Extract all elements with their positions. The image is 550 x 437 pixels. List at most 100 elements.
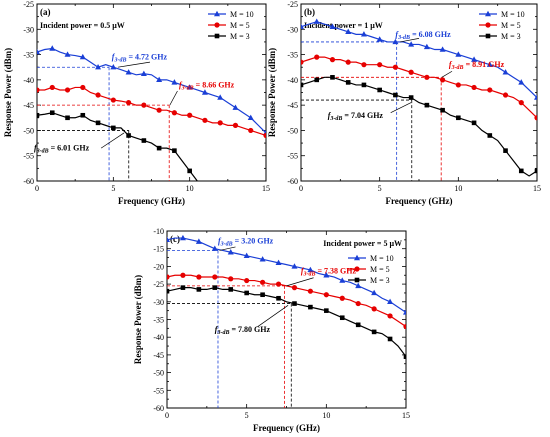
data-point <box>534 168 537 174</box>
data-point <box>486 61 493 67</box>
data-point <box>217 120 223 126</box>
data-point <box>503 148 508 153</box>
data-point <box>518 79 525 85</box>
data-point <box>403 354 406 359</box>
y-tick-label: -50 <box>153 369 164 378</box>
series-line <box>37 47 266 134</box>
data-point <box>393 92 398 98</box>
data-point <box>64 51 71 57</box>
annotation-value: = 6.08 GHz <box>412 30 451 39</box>
annotation-symbol: f <box>34 144 38 153</box>
y-tick-label: -35 <box>153 316 164 325</box>
data-point <box>377 62 383 68</box>
data-point <box>140 70 147 76</box>
y-tick-label: -55 <box>287 152 298 161</box>
annotation-arrow <box>169 90 178 106</box>
data-point <box>471 120 477 126</box>
data-point <box>439 46 446 52</box>
data-point <box>339 315 345 321</box>
y-tick-label: -60 <box>287 177 298 186</box>
series-line <box>301 21 537 98</box>
legend-entry: M = 10 <box>501 10 525 19</box>
x-tick-label: 10 <box>186 184 194 193</box>
data-point <box>275 281 282 287</box>
x-tick-label: 15 <box>533 184 541 193</box>
data-point <box>440 107 445 113</box>
data-point <box>339 295 345 301</box>
data-point <box>49 45 56 51</box>
data-point <box>172 148 177 153</box>
data-point <box>392 38 399 45</box>
data-point <box>244 277 250 284</box>
data-point <box>195 238 202 244</box>
y-tick-label: -15 <box>153 245 164 254</box>
data-point <box>259 256 266 262</box>
data-point <box>360 31 367 37</box>
y-tick-label: -25 <box>287 0 298 9</box>
annotation-arrow <box>100 132 125 149</box>
x-tick-label: 5 <box>245 411 249 420</box>
data-point <box>95 92 101 98</box>
data-point <box>248 127 254 134</box>
annotation-subscript: 3-dB <box>303 271 316 277</box>
data-point <box>171 79 178 85</box>
data-point <box>408 95 414 100</box>
series-line <box>301 56 537 119</box>
annotation-subscript: 3-dB <box>181 85 194 91</box>
data-point <box>307 288 313 294</box>
y-tick-label: -45 <box>23 101 34 110</box>
data-point <box>534 115 537 121</box>
legend-entry: M = 10 <box>230 10 254 19</box>
data-point <box>330 75 335 80</box>
panel-title: Incident power = 1 μW <box>304 21 383 30</box>
y-tick-label: -55 <box>23 152 34 161</box>
series-line <box>167 237 406 313</box>
data-point <box>80 84 86 91</box>
y-tick-label: -35 <box>23 51 34 60</box>
data-point <box>313 18 320 24</box>
annotation-symbol: f <box>112 53 116 62</box>
x-tick-label: 15 <box>262 184 270 193</box>
data-point <box>126 133 131 138</box>
y-tick-label: -25 <box>153 280 164 289</box>
data-point <box>371 329 377 335</box>
data-point <box>247 114 254 120</box>
data-point <box>186 84 193 90</box>
x-tick-label: 10 <box>454 184 462 193</box>
data-point <box>314 54 320 60</box>
y-tick-label: -50 <box>287 126 298 135</box>
annotation-label: f3-dB = 7.04 GHz <box>328 111 384 122</box>
data-point <box>276 295 281 301</box>
data-point <box>111 125 116 131</box>
annotation-arrow <box>390 102 412 114</box>
series-line <box>301 76 537 177</box>
y-tick-label: -55 <box>153 386 164 395</box>
data-point <box>292 301 297 306</box>
data-point <box>187 112 193 118</box>
panel-label: (b) <box>304 7 315 17</box>
annotation-symbol: f <box>449 60 453 69</box>
data-point <box>141 102 147 108</box>
data-point <box>291 285 298 291</box>
data-point <box>228 276 234 282</box>
data-point <box>196 274 202 280</box>
data-point <box>180 285 186 290</box>
annotation-label: f3-dB = 8.66 GHz <box>179 80 235 91</box>
data-point <box>518 168 524 174</box>
annotation-value: = 4.72 GHz <box>128 53 167 62</box>
data-point <box>227 249 234 255</box>
data-point <box>171 110 177 116</box>
annotation-subscript: 3-dB <box>220 241 233 247</box>
y-axis-label: Response Power (dBm) <box>267 48 277 137</box>
data-point <box>339 277 346 283</box>
annotation-subscript: 3-dB <box>216 330 229 336</box>
legend-marker <box>214 10 220 17</box>
y-tick-label: -50 <box>23 126 34 135</box>
annotation-label: f3-dB = 6.08 GHz <box>395 30 451 41</box>
data-point <box>291 263 298 269</box>
data-point <box>387 313 393 319</box>
annotation-label: f3-dB = 7.38 GHz <box>301 266 357 277</box>
annotation-value: = 7.80 GHz <box>231 325 270 334</box>
data-point <box>408 41 415 47</box>
data-point <box>243 252 250 258</box>
